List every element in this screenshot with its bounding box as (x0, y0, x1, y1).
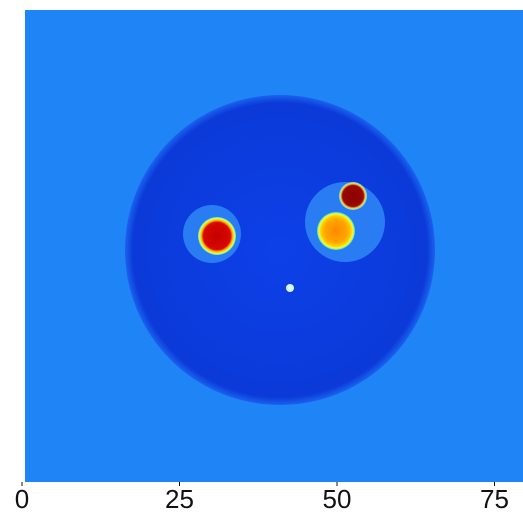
page: 0255075 (() => { const data = JSON.parse… (0, 0, 523, 515)
insert (339, 182, 367, 210)
x-tick-label: 50 (323, 484, 352, 514)
x-tick-label: 75 (480, 484, 509, 514)
x-tick-label: 0 (15, 484, 29, 514)
insert (317, 212, 355, 250)
point-insert (286, 284, 294, 292)
chart: 0 25 50 75 (0, 0, 523, 515)
image (25, 10, 523, 482)
x-tick-label: 25 (165, 484, 194, 514)
insert (198, 217, 236, 255)
phantom-disk (125, 95, 435, 405)
